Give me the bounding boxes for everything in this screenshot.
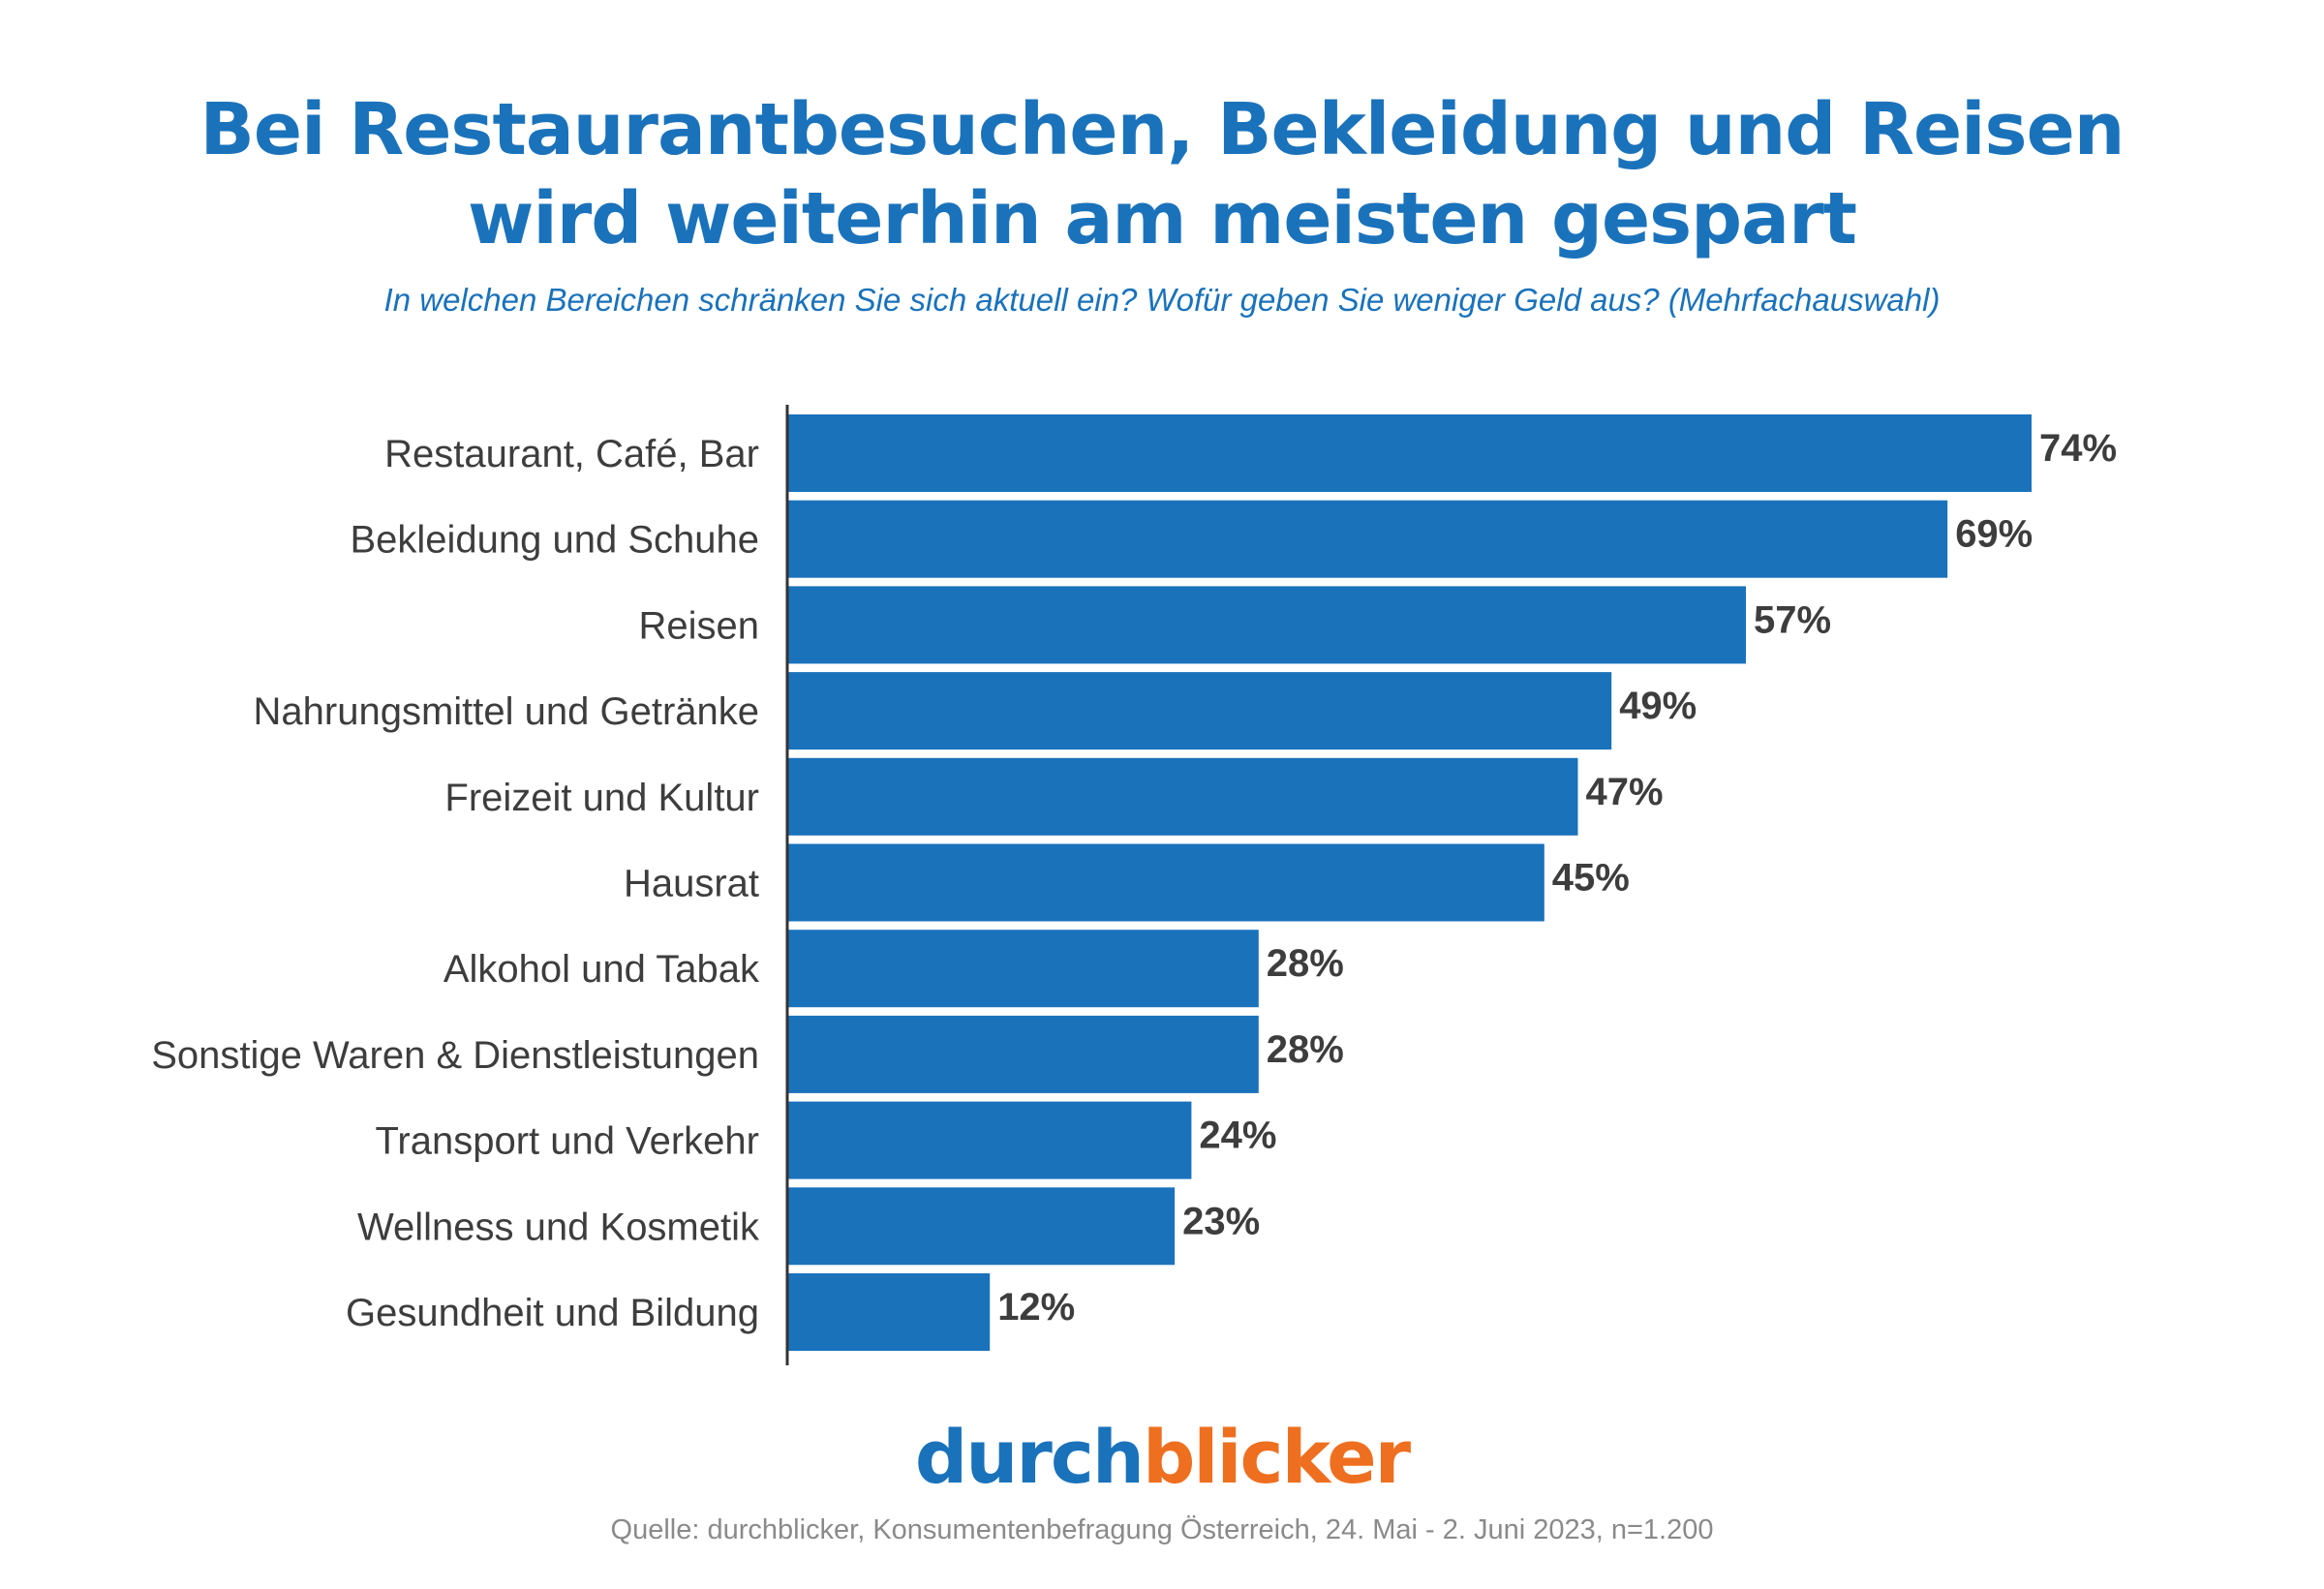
- category-label: Hausrat: [624, 863, 759, 905]
- value-label: 69%: [1955, 513, 2033, 556]
- bar: [788, 414, 2032, 492]
- category-label: Gesundheit und Bildung: [346, 1292, 759, 1334]
- bar: [788, 1101, 1192, 1179]
- value-label: 23%: [1182, 1200, 1260, 1242]
- chart-subtitle: In welchen Bereichen schränken Sie sich …: [383, 282, 1941, 318]
- bar: [788, 843, 1544, 922]
- value-label: 24%: [1199, 1115, 1276, 1157]
- value-label: 57%: [1754, 598, 1831, 641]
- bar: [788, 1273, 991, 1351]
- value-label: 12%: [997, 1286, 1075, 1329]
- value-label: 28%: [1267, 942, 1344, 985]
- value-label-group: 74%69% 57% 49% 47% 45% 28% 28% 24% 23% 12%: [997, 427, 2117, 1329]
- chart-title: Bei Restaurantbesuchen, Bekleidung und R…: [0, 85, 2324, 263]
- bar: [788, 757, 1578, 836]
- category-label: Transport und Verkehr: [375, 1120, 759, 1163]
- category-label: Reisen: [638, 604, 759, 647]
- bar: [788, 586, 1746, 664]
- logo-text-blicker: blicker: [1143, 1414, 1411, 1500]
- value-label: 74%: [2039, 427, 2117, 470]
- chart-title-line-1: Bei Restaurantbesuchen, Bekleidung und R…: [199, 88, 2125, 171]
- source-note: Quelle: durchblicker, Konsumentenbefragu…: [610, 1514, 1714, 1545]
- category-label-group: Restaurant, Café, Bar Bekleidung und Schu…: [151, 433, 760, 1334]
- bar: [788, 1015, 1259, 1093]
- value-label: 45%: [1552, 857, 1630, 900]
- bar: [788, 500, 1948, 578]
- category-label: Alkohol und Tabak: [443, 948, 760, 991]
- category-label: Freizeit und Kultur: [444, 777, 759, 819]
- value-label: 49%: [1619, 685, 1697, 727]
- category-label: Sonstige Waren & Dienstleistungen: [151, 1034, 759, 1077]
- bar: [788, 930, 1259, 1008]
- category-label: Wellness und Kosmetik: [357, 1206, 760, 1248]
- value-label: 28%: [1267, 1028, 1344, 1071]
- bar: [788, 672, 1612, 750]
- durchblicker-logo: durchblicker: [0, 1414, 2324, 1501]
- bar-group: [788, 414, 2032, 1351]
- category-label: Restaurant, Café, Bar: [384, 433, 759, 475]
- value-label: 47%: [1586, 771, 1664, 813]
- category-label: Bekleidung und Schuhe: [350, 519, 759, 562]
- chart-title-line-2: wird weiterhin am meisten gespart: [468, 177, 1857, 260]
- category-label: Nahrungsmittel und Getränke: [254, 690, 760, 733]
- bar: [788, 1187, 1176, 1266]
- logo-text-durch: durch: [914, 1414, 1145, 1500]
